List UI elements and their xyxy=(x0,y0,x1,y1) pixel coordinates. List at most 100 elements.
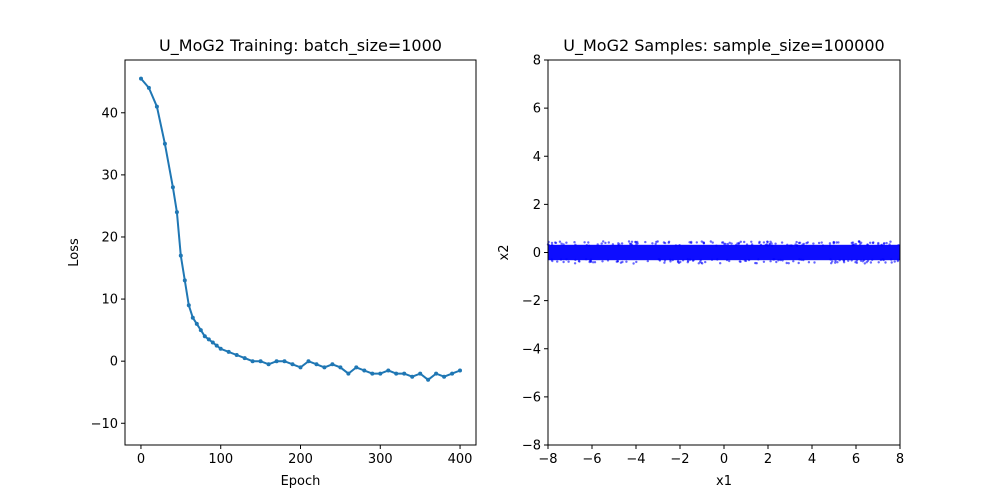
sample-point xyxy=(805,241,808,245)
sample-point xyxy=(866,243,869,247)
sample-point xyxy=(574,258,577,262)
sample-point xyxy=(629,242,633,246)
sample-point xyxy=(562,243,565,246)
x-tick-label: 8 xyxy=(896,452,904,467)
sample-point xyxy=(750,243,754,246)
sample-point xyxy=(715,244,718,247)
loss-line xyxy=(140,77,461,382)
loss-point xyxy=(266,362,271,367)
loss-point xyxy=(330,362,335,367)
sample-point xyxy=(667,241,670,244)
y-tick-label: 8 xyxy=(533,54,541,69)
loss-point xyxy=(370,371,375,376)
sample-point xyxy=(739,240,742,243)
y-tick-label: −4 xyxy=(522,342,541,357)
sample-point xyxy=(686,258,689,261)
sample-point xyxy=(663,241,667,245)
sample-point xyxy=(646,259,649,263)
sample-point xyxy=(704,260,707,264)
sample-point xyxy=(880,244,884,247)
sample-point xyxy=(674,244,678,247)
sample-point xyxy=(813,261,816,264)
loss-point xyxy=(418,371,423,376)
x-tick-label: 2 xyxy=(764,452,772,467)
sample-point xyxy=(745,243,749,246)
sample-point xyxy=(855,259,858,262)
sample-point xyxy=(558,240,562,243)
sample-point xyxy=(632,262,635,265)
sample-point xyxy=(654,242,657,246)
loss-point xyxy=(198,328,203,333)
sample-point xyxy=(832,242,835,245)
sample-point xyxy=(663,261,666,264)
sample-point xyxy=(828,244,832,247)
sample-point xyxy=(600,242,603,245)
x-tick-label: −8 xyxy=(538,452,557,467)
loss-point xyxy=(378,371,383,376)
sample-point xyxy=(884,261,887,264)
sample-point xyxy=(697,262,700,265)
sample-point xyxy=(838,259,841,262)
sample-point xyxy=(834,261,837,264)
sample-point xyxy=(719,262,722,265)
sample-point xyxy=(790,244,793,247)
sample-point xyxy=(627,240,631,243)
loss-point xyxy=(258,359,263,364)
loss-point xyxy=(190,315,195,320)
sample-point xyxy=(797,241,801,245)
sample-point xyxy=(551,259,554,263)
sample-point xyxy=(591,261,595,264)
sample-point xyxy=(726,242,729,246)
samples-series xyxy=(546,240,900,265)
loss-point xyxy=(170,185,175,190)
y-tick-label: 0 xyxy=(533,246,541,261)
sample-point xyxy=(859,259,863,262)
sample-point xyxy=(658,258,661,261)
sample-point xyxy=(777,259,780,262)
x-tick-label: 6 xyxy=(852,452,860,467)
sample-point xyxy=(842,261,846,264)
sample-point xyxy=(737,242,740,246)
loss-point xyxy=(426,377,431,382)
sample-point xyxy=(854,261,857,264)
sample-point xyxy=(798,258,801,261)
sample-point xyxy=(769,260,772,263)
sample-point xyxy=(620,242,624,245)
loss-point xyxy=(242,356,247,361)
sample-point xyxy=(888,243,891,246)
sample-point xyxy=(721,241,724,244)
sample-point xyxy=(565,258,568,261)
sample-point xyxy=(869,241,872,244)
x-tick-label: −2 xyxy=(670,452,689,467)
sample-point xyxy=(587,244,591,247)
sample-point xyxy=(747,258,751,262)
y-tick-label: 20 xyxy=(101,230,118,245)
sample-point xyxy=(583,241,586,244)
y-tick-label: 6 xyxy=(533,102,541,117)
loss-point xyxy=(322,365,327,370)
sample-point xyxy=(781,259,784,262)
sample-point xyxy=(686,261,689,264)
sample-band xyxy=(548,244,900,261)
sample-point xyxy=(851,241,855,244)
sample-point xyxy=(716,258,719,261)
sample-point xyxy=(858,240,861,243)
loss-point xyxy=(306,359,311,364)
sample-point xyxy=(830,262,833,265)
plot-frame xyxy=(124,59,477,446)
sample-point xyxy=(775,260,778,264)
sample-point xyxy=(556,260,559,263)
sample-point xyxy=(812,242,815,245)
sample-point xyxy=(842,259,846,262)
sample-point xyxy=(852,244,855,247)
sample-point xyxy=(820,241,823,244)
sample-point xyxy=(762,260,766,263)
sample-point xyxy=(702,241,706,245)
y-tick-label: −6 xyxy=(522,390,541,405)
loss-point xyxy=(434,371,439,376)
sample-point xyxy=(630,240,634,243)
sample-point xyxy=(602,240,605,243)
sample-point xyxy=(679,260,682,264)
loss-point xyxy=(146,85,151,90)
